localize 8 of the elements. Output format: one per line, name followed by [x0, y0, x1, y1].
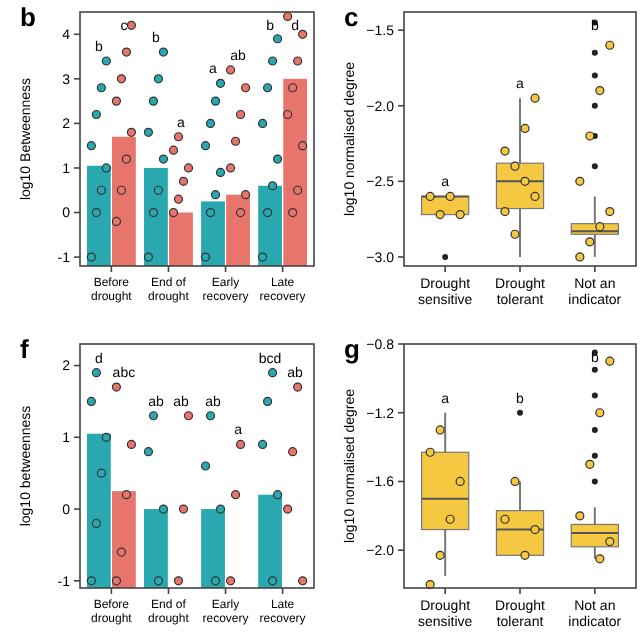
chart-title: b [20, 2, 36, 32]
bar [112, 491, 136, 588]
chart-title: g [344, 334, 360, 364]
chart-title: f [20, 334, 30, 364]
bar [86, 433, 111, 588]
bar [283, 78, 308, 266]
bar [86, 165, 111, 266]
chart-title: c [344, 2, 359, 32]
